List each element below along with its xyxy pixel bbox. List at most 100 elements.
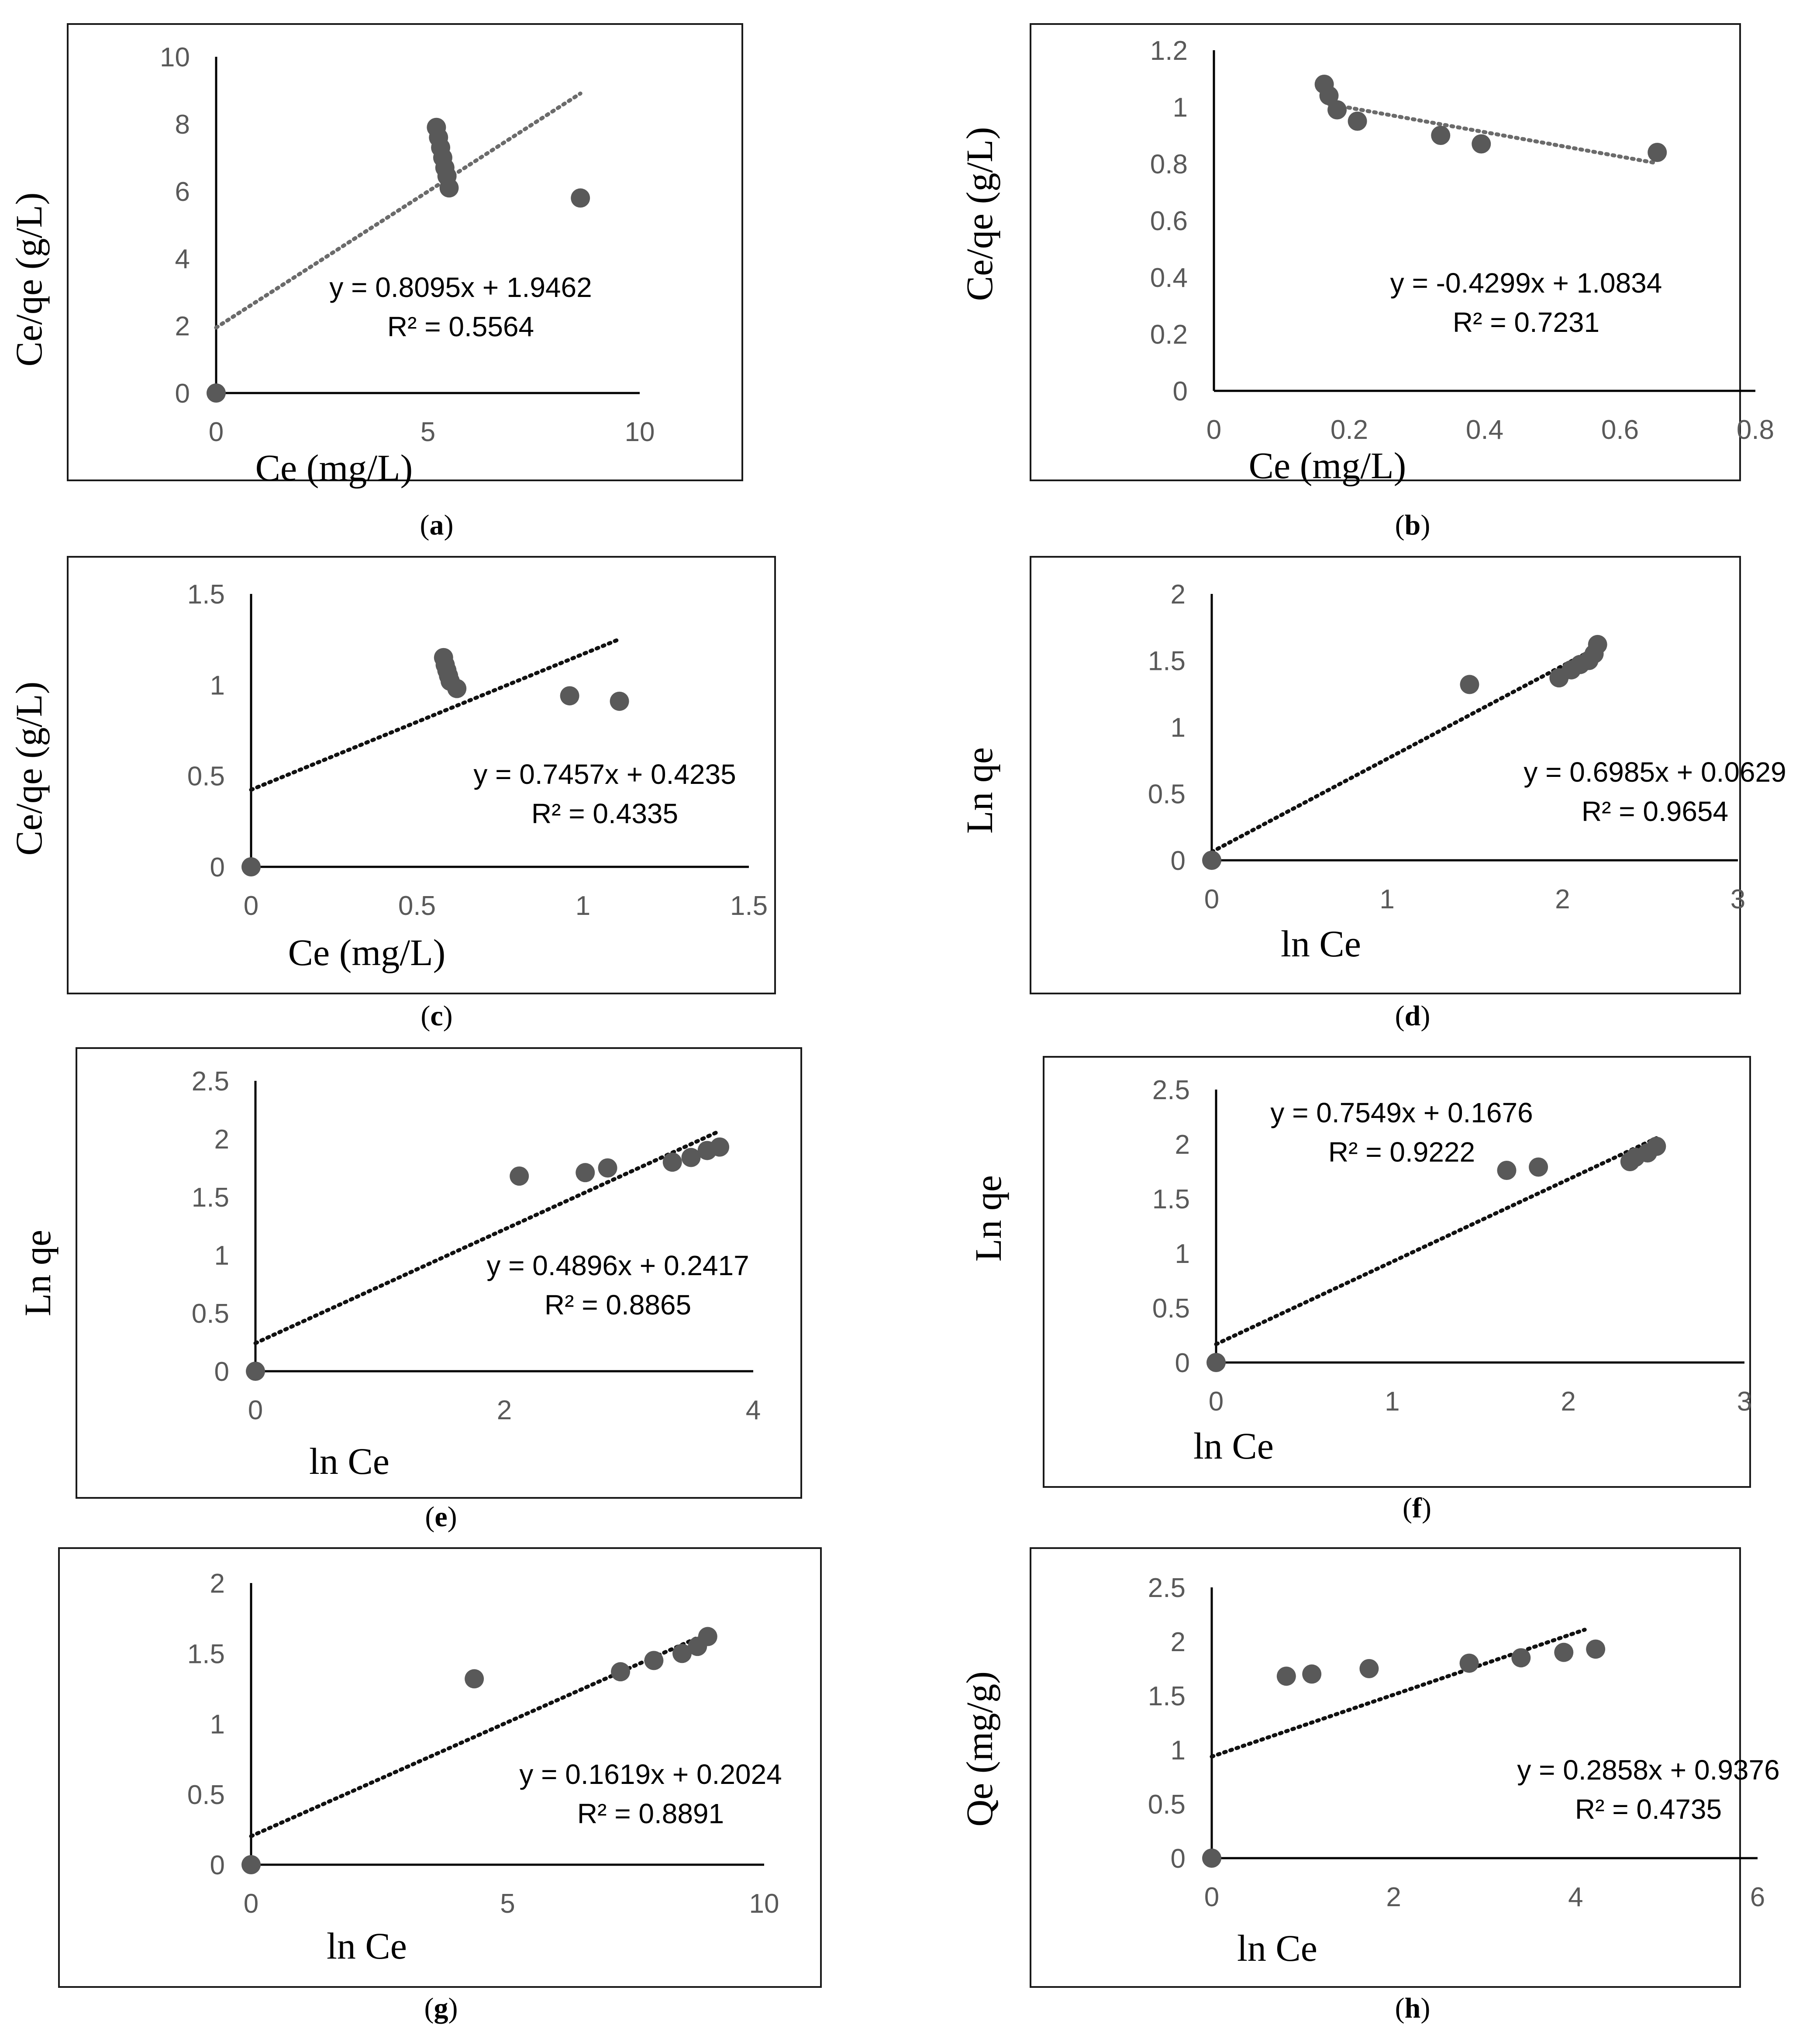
y-tick-label: 1.5 [1152, 1184, 1190, 1214]
data-point [1554, 1642, 1574, 1662]
chart-panel-g: 0 0.5 1 1.5 2 0 5 10 y = 0.1619x + 0.2024 R² = 0.… [58, 1547, 822, 2024]
data-point [698, 1627, 717, 1646]
y-axis-title: Qe (mg/g) [958, 1671, 1000, 1827]
panel-caption: (f) [1403, 1492, 1431, 1524]
x-tick-label: 1.5 [730, 891, 768, 921]
data-point [1459, 1653, 1479, 1673]
x-tick-label: 5 [421, 417, 435, 447]
x-tick-label: 2 [1561, 1387, 1575, 1417]
y-tick-label: 2.5 [1152, 1075, 1190, 1105]
y-tick-label: 2 [210, 1569, 225, 1599]
x-axis-title: ln Ce [327, 1925, 407, 1967]
y-tick-label: 1.5 [1148, 1681, 1186, 1711]
data-point [1647, 1137, 1666, 1156]
y-tick-label: 1.5 [1148, 646, 1186, 676]
x-axis-title: Ce (mg/L) [255, 447, 413, 489]
x-axis-title: ln Ce [1281, 923, 1361, 965]
y-tick-label: 8 [175, 110, 190, 140]
data-point [644, 1651, 664, 1670]
chart-panel-c: 0 0.5 1 1.5 0 0.5 1 1.5 y = 0.7457x + 0.4235 R² =… [8, 556, 776, 1032]
y-axis-title: Ce/qe (g/L) [8, 682, 50, 856]
chart-frame [76, 1047, 802, 1499]
panel-caption: (c) [421, 1000, 452, 1032]
x-tick-label: 0.6 [1601, 415, 1639, 445]
y-tick-label: 0 [1173, 376, 1188, 407]
panel-caption: (d) [1395, 1000, 1430, 1032]
data-point [1648, 143, 1667, 162]
trendline-equation: y = 0.6985x + 0.0629 [1524, 756, 1786, 788]
data-point [611, 1662, 630, 1682]
data-point [1302, 1664, 1322, 1684]
data-point [1348, 111, 1367, 131]
chart-panel-e: 0 0.5 1 1.5 2 2.5 0 2 4 y = 0.4896x + 0.2417 R² = … [17, 1047, 802, 1533]
data-point [439, 178, 459, 198]
trendline [1214, 1136, 1658, 1346]
chart-frame [1030, 23, 1741, 481]
trendline-equation: y = 0.4896x + 0.2417 [486, 1250, 749, 1281]
panel-caption: (e) [425, 1501, 457, 1533]
data-point [1460, 675, 1479, 694]
data-point [1497, 1161, 1517, 1180]
trendline [253, 1129, 722, 1345]
y-tick-label: 0 [1171, 1844, 1186, 1874]
y-tick-label: 1.5 [192, 1183, 229, 1213]
trendline-equation: y = -0.4299x + 1.0834 [1390, 267, 1662, 299]
y-tick-label: 0.4 [1150, 263, 1188, 293]
chart-panel-b: 0 0.2 0.4 0.6 0.8 1 1.2 0 0.2 0.4 0.6 0.8 y = -0.429… [958, 23, 1774, 541]
y-tick-label: 1 [1171, 713, 1186, 743]
x-tick-label: 10 [749, 1889, 779, 1919]
data-point [241, 857, 261, 876]
data-point [1202, 1849, 1221, 1868]
data-point [447, 679, 467, 698]
y-tick-label: 0 [1175, 1348, 1190, 1378]
chart-frame [1030, 1547, 1741, 1988]
x-tick-label: 0.2 [1331, 415, 1368, 445]
trendline [214, 91, 583, 330]
r-squared-label: R² = 0.4335 [531, 798, 678, 829]
y-tick-label: 0 [1171, 846, 1186, 876]
x-tick-label: 10 [625, 417, 655, 447]
x-tick-label: 0.5 [398, 891, 436, 921]
y-tick-label: 1.2 [1150, 36, 1188, 66]
x-tick-label: 0.4 [1466, 415, 1503, 445]
chart-frame [1043, 1056, 1751, 1488]
trendline-equation: y = 0.1619x + 0.2024 [519, 1759, 782, 1790]
data-point [510, 1166, 529, 1186]
data-point [1511, 1648, 1531, 1668]
x-tick-label: 0 [1209, 1387, 1224, 1417]
y-tick-label: 1 [210, 1710, 225, 1740]
chart-panel-d: 0 0.5 1 1.5 2 0 1 2 3 y = 0.6985x + 0.0629 R² = 0.… [958, 556, 1786, 1032]
y-tick-label: 0.2 [1150, 320, 1188, 350]
y-tick-label: 4 [175, 244, 190, 274]
y-tick-label: 10 [160, 42, 190, 72]
data-point [1359, 1659, 1379, 1678]
data-point [610, 691, 629, 711]
r-squared-label: R² = 0.8865 [545, 1289, 691, 1321]
data-point [662, 1152, 682, 1172]
data-point [1431, 126, 1451, 145]
x-tick-label: 0 [248, 1395, 263, 1425]
panel-caption: (b) [1395, 509, 1430, 541]
y-tick-label: 1.5 [187, 1639, 225, 1669]
y-tick-label: 2 [175, 311, 190, 341]
data-point [571, 188, 590, 208]
chart-frame [67, 23, 743, 481]
x-tick-label: 5 [500, 1889, 515, 1919]
y-tick-label: 2.5 [1148, 1573, 1186, 1603]
chart-panel-f: 0 0.5 1 1.5 2 2.5 0 1 2 3 y = 0.7549x + 0.1676 R² =… [967, 1056, 1752, 1524]
x-tick-label: 0 [244, 891, 259, 921]
trendline-equation: y = 0.7457x + 0.4235 [473, 759, 736, 790]
x-tick-label: 6 [1750, 1882, 1765, 1912]
panel-caption: (h) [1395, 1992, 1430, 2024]
y-tick-label: 0 [210, 1850, 225, 1880]
data-point [576, 1163, 595, 1183]
data-point [560, 686, 579, 706]
y-tick-label: 1 [1175, 1239, 1190, 1269]
y-tick-label: 0.8 [1150, 149, 1188, 179]
x-tick-label: 2 [497, 1395, 512, 1425]
x-tick-label: 4 [746, 1395, 761, 1425]
chart-panel-h: 0 0.5 1 1.5 2 2.5 0 2 4 6 y = 0.2858x + 0.9376 R² =… [958, 1547, 1780, 2024]
data-point [1529, 1157, 1548, 1177]
data-point [710, 1137, 730, 1157]
